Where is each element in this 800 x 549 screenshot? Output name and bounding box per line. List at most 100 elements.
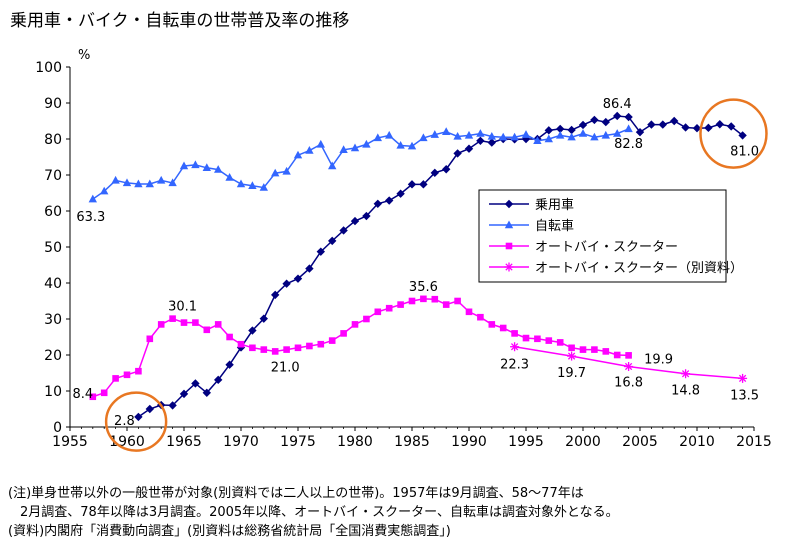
data-point xyxy=(681,123,690,132)
data-point xyxy=(590,115,599,125)
data-point xyxy=(590,132,599,141)
highlight-circle-2014 xyxy=(699,98,768,169)
data-point xyxy=(420,295,427,303)
legend-label: オートバイ・スクーター xyxy=(535,240,678,255)
data-point xyxy=(567,132,576,141)
data-point xyxy=(157,321,165,328)
data-point xyxy=(135,367,142,375)
data-point xyxy=(122,178,132,187)
data-point xyxy=(487,138,496,147)
data-point xyxy=(635,127,645,137)
series-moto2 xyxy=(510,342,748,383)
data-point xyxy=(226,333,233,341)
data-point xyxy=(504,220,514,229)
data-point xyxy=(249,344,256,352)
data-point xyxy=(271,168,280,177)
data-point xyxy=(89,393,97,401)
data-point xyxy=(465,308,473,316)
data-point xyxy=(236,179,246,188)
data-point xyxy=(350,143,360,152)
data-point xyxy=(339,226,348,235)
data-label: 2.8 xyxy=(114,414,135,429)
data-point xyxy=(613,111,622,121)
data-point xyxy=(613,129,622,137)
x-tick-label: 1990 xyxy=(451,434,487,450)
data-point xyxy=(202,388,211,397)
data-point xyxy=(145,179,154,188)
data-label: 22.3 xyxy=(500,358,529,373)
data-point xyxy=(670,116,679,126)
data-point xyxy=(88,194,97,203)
y-axis-unit: % xyxy=(78,48,90,63)
legend-entry: オートバイ・スクーター（別資料） xyxy=(489,261,743,276)
y-tick-label: 90 xyxy=(44,96,62,112)
data-point xyxy=(305,146,314,154)
x-tick-label: 1965 xyxy=(166,434,202,450)
data-point xyxy=(521,130,531,138)
data-point xyxy=(146,335,154,343)
legend-label: 乗用車 xyxy=(535,198,574,213)
data-point xyxy=(328,161,337,170)
data-label: 8.4 xyxy=(72,387,93,402)
data-point xyxy=(499,132,508,141)
data-point xyxy=(430,130,439,138)
data-label: 19.7 xyxy=(557,366,586,381)
data-point xyxy=(271,348,279,355)
data-point xyxy=(157,175,166,184)
x-tick-label: 1995 xyxy=(508,434,544,450)
data-point xyxy=(681,369,691,379)
data-point xyxy=(692,124,702,133)
data-point xyxy=(282,166,291,175)
data-point xyxy=(419,133,428,142)
data-point xyxy=(625,352,632,359)
data-point xyxy=(544,134,553,143)
highlight-circle-1961 xyxy=(104,391,168,452)
y-tick-label: 10 xyxy=(44,384,62,400)
data-point xyxy=(259,183,268,191)
data-point xyxy=(294,344,302,352)
data-point xyxy=(350,216,360,226)
data-label: 21.0 xyxy=(271,360,300,375)
data-point xyxy=(248,326,257,335)
data-point xyxy=(179,389,189,399)
data-label: 81.0 xyxy=(730,144,759,159)
legend-entry: オートバイ・スクーター xyxy=(489,240,678,255)
data-point xyxy=(442,127,451,135)
data-point xyxy=(624,362,634,372)
data-point xyxy=(306,342,313,350)
data-point xyxy=(111,175,120,184)
data-point xyxy=(225,360,234,369)
data-point xyxy=(487,131,496,140)
data-label: 30.1 xyxy=(168,300,197,315)
data-label: 13.5 xyxy=(730,388,759,403)
data-point xyxy=(214,375,223,385)
data-point xyxy=(202,163,211,171)
x-tick-label: 2010 xyxy=(679,434,715,450)
data-point xyxy=(738,373,748,383)
data-point xyxy=(624,124,633,133)
data-point xyxy=(738,131,747,140)
data-point xyxy=(237,340,245,348)
data-point xyxy=(191,379,200,388)
y-tick-label: 100 xyxy=(35,60,62,76)
data-point xyxy=(454,297,461,305)
data-point xyxy=(100,389,108,397)
data-label: 14.8 xyxy=(671,384,700,399)
data-point xyxy=(602,348,610,355)
data-point xyxy=(374,308,382,316)
data-point xyxy=(396,189,405,198)
star-stroke xyxy=(510,343,519,351)
series-car xyxy=(134,111,747,422)
data-point xyxy=(567,125,576,135)
data-point xyxy=(453,131,462,140)
data-point xyxy=(397,301,404,308)
data-point xyxy=(351,321,359,328)
y-tick-label: 50 xyxy=(44,240,62,256)
data-point xyxy=(373,199,382,208)
data-point xyxy=(316,139,325,148)
data-point xyxy=(328,236,337,246)
data-point xyxy=(396,140,405,149)
data-point xyxy=(305,264,314,273)
data-point xyxy=(533,136,542,144)
data-point xyxy=(505,242,513,250)
